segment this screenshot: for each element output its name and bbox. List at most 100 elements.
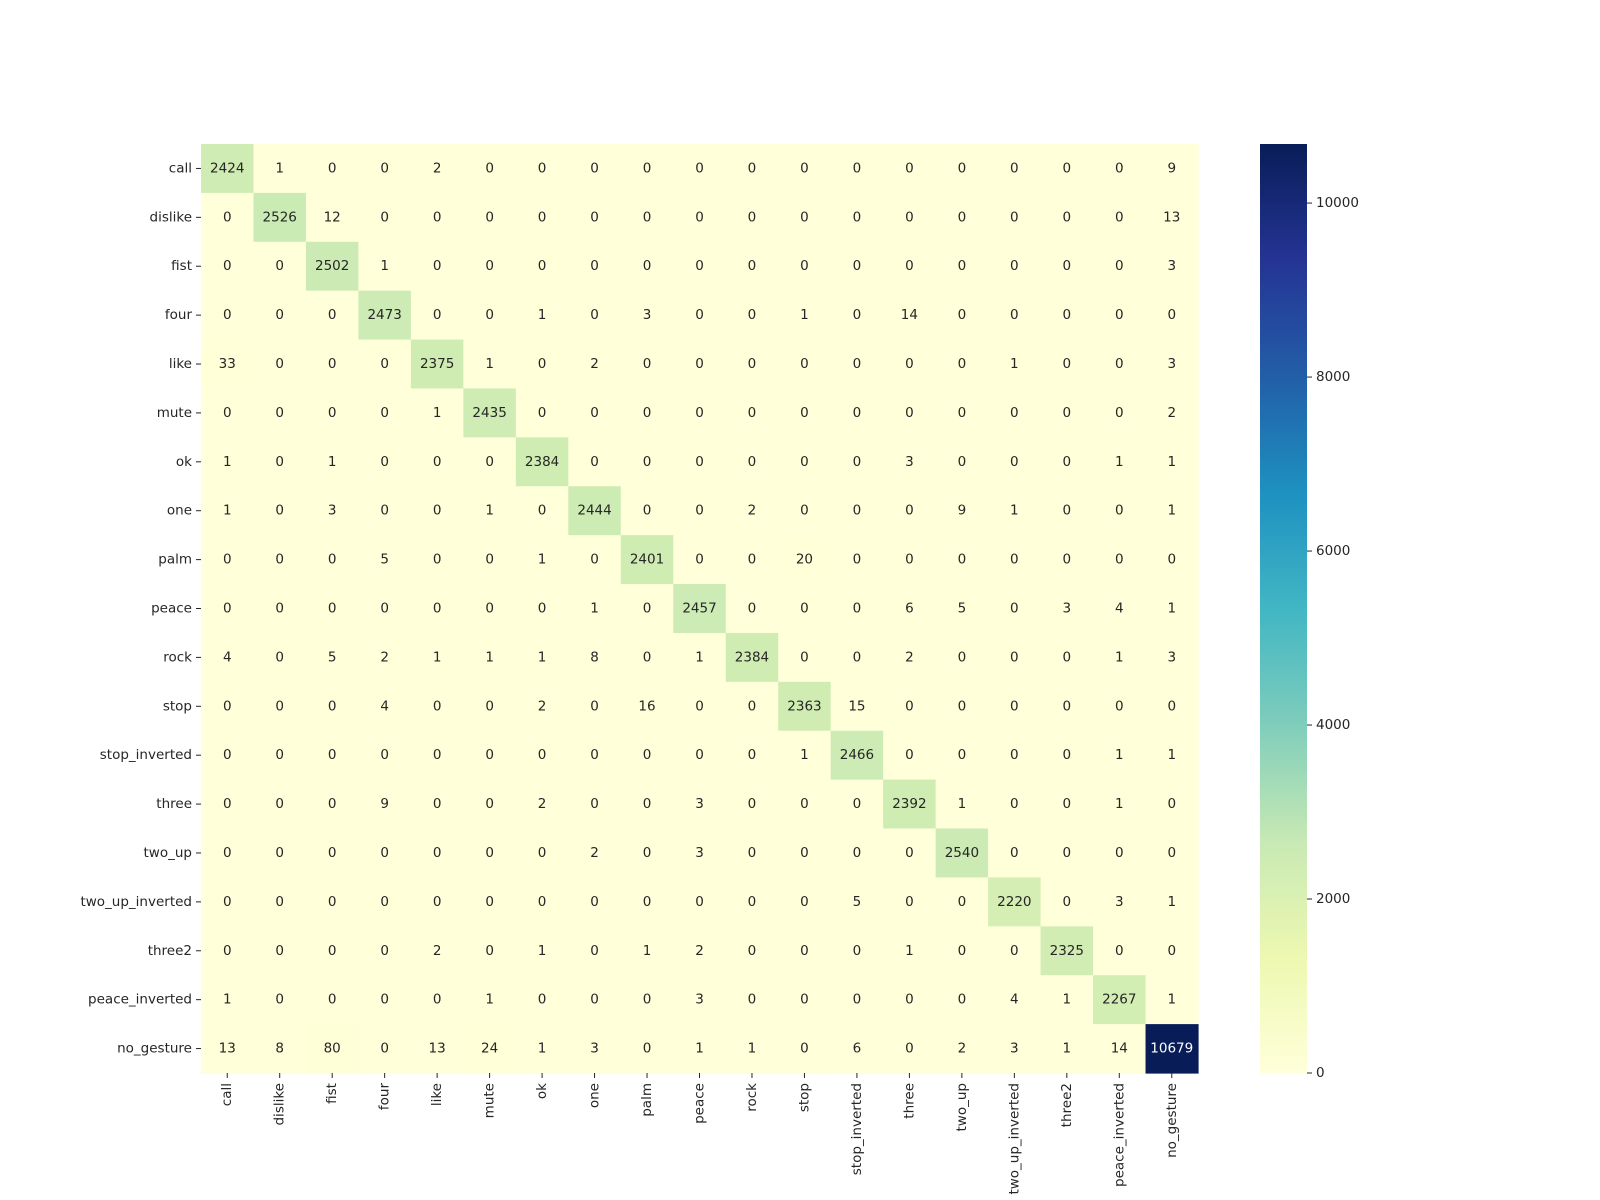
- heatmap-cell: [515, 877, 569, 927]
- cell-value-label: 13: [429, 1041, 446, 1057]
- cell-value-label: 0: [748, 796, 757, 812]
- cell-value-label: 12: [324, 209, 341, 225]
- cell-value-label: 0: [695, 698, 704, 714]
- heatmap-cell: [201, 681, 255, 732]
- heatmap-cell: [515, 290, 569, 341]
- cell-value-label: 0: [328, 405, 337, 421]
- cell-value-label: 0: [223, 258, 232, 274]
- cell-value-label: 0: [433, 894, 442, 910]
- heatmap-cell: [253, 388, 307, 438]
- heatmap-cell: [673, 632, 727, 683]
- heatmap-cell: [673, 144, 727, 194]
- heatmap-cell: [1145, 290, 1199, 341]
- cell-value-label: 2325: [1050, 943, 1084, 959]
- heatmap-cell: [988, 290, 1042, 341]
- cell-value-label: 0: [905, 894, 914, 910]
- cell-value-label: 0: [1063, 698, 1072, 714]
- heatmap-cell: [935, 241, 989, 292]
- cell-value-label: 0: [538, 405, 547, 421]
- heatmap-cell: [463, 877, 517, 927]
- heatmap-cell: [830, 241, 884, 292]
- cell-value-label: 0: [958, 160, 967, 176]
- heatmap-cell: [883, 975, 937, 1025]
- heatmap-cell: [725, 388, 779, 438]
- heatmap-cell: [201, 779, 255, 830]
- heatmap-cell: [305, 877, 360, 927]
- cell-value-label: 0: [958, 356, 967, 372]
- heatmap-cell: [568, 975, 622, 1025]
- cell-value-label: 1: [485, 649, 494, 665]
- cell-value-label: 0: [748, 698, 757, 714]
- heatmap-cell: [410, 535, 464, 585]
- cell-value-label: 2424: [210, 160, 244, 176]
- cell-value-label: 1: [1115, 747, 1124, 763]
- heatmap-cell: [1093, 779, 1147, 830]
- cell-value-label: 0: [695, 503, 704, 519]
- heatmap-cell-labels: 2424 1 0 0 2 0 0 0 0 0 0 0 0 0 0 0 0 0 90 2526 12 0 0 0 0 0 0 0 0 0 0 0…: [210, 160, 1193, 1056]
- cell-value-label: 0: [275, 698, 284, 714]
- cell-value-label: 0: [695, 209, 704, 225]
- heatmap-cell: [515, 144, 569, 194]
- heatmap-cell: [463, 1024, 517, 1074]
- cell-value-label: 0: [433, 454, 442, 470]
- cell-value-label: 0: [800, 160, 809, 176]
- heatmap-cell: [830, 584, 884, 634]
- cell-value-label: 0: [485, 160, 494, 176]
- heatmap-cell: [1145, 388, 1199, 438]
- heatmap-cell: [778, 192, 832, 243]
- x-tick-label: dislike: [272, 1083, 288, 1126]
- heatmap-cell: [253, 1024, 307, 1074]
- colorbar-tick-label: 6000: [1316, 543, 1350, 559]
- cell-value-label: 4: [1010, 992, 1019, 1008]
- cell-value-label: 0: [800, 1041, 809, 1057]
- heatmap-cell: [673, 437, 727, 487]
- cell-value-label: 0: [1063, 796, 1072, 812]
- heatmap-cell: [1040, 241, 1094, 292]
- cell-value-label: 0: [853, 943, 862, 959]
- x-tick-label: rock: [744, 1083, 760, 1112]
- cell-value-label: 20: [796, 552, 813, 568]
- heatmap-cell: [358, 486, 412, 536]
- cell-value-label: 0: [223, 601, 232, 617]
- cell-value-label: 0: [1115, 503, 1124, 519]
- cell-value-label: 0: [538, 258, 547, 274]
- heatmap-cell: [410, 339, 464, 390]
- heatmap-cell: [410, 1024, 464, 1074]
- cell-value-label: 0: [223, 747, 232, 763]
- heatmap-cell: [620, 339, 674, 390]
- heatmap-cell: [1093, 926, 1147, 976]
- heatmap-cell: [883, 828, 937, 879]
- heatmap-cell: [201, 926, 255, 976]
- heatmap-cell: [673, 388, 727, 438]
- heatmap-cell: [830, 290, 884, 341]
- cell-value-label: 3: [590, 1041, 599, 1057]
- cell-value-label: 0: [433, 552, 442, 568]
- heatmap-cell: [935, 144, 989, 194]
- cell-value-label: 0: [538, 601, 547, 617]
- heatmap-cell: [1040, 144, 1094, 194]
- y-tick-label: rock: [163, 649, 192, 665]
- cell-value-label: 2267: [1102, 992, 1136, 1008]
- heatmap-cell: [778, 144, 832, 194]
- heatmap-cell: [673, 1024, 727, 1074]
- cell-value-label: 0: [433, 796, 442, 812]
- cell-value-label: 1: [223, 503, 232, 519]
- cell-value-label: 0: [800, 992, 809, 1008]
- cell-value-label: 0: [485, 943, 494, 959]
- heatmap-cell: [883, 535, 937, 585]
- heatmap-cell: [358, 388, 412, 438]
- heatmap-cell: [515, 339, 569, 390]
- heatmap-cell: [883, 339, 937, 390]
- cell-value-label: 0: [1010, 209, 1019, 225]
- cell-value-label: 0: [223, 943, 232, 959]
- heatmap-cell: [1093, 535, 1147, 585]
- heatmap-cell: [358, 290, 412, 341]
- heatmap-cell: [830, 192, 884, 243]
- cell-value-label: 0: [380, 845, 389, 861]
- heatmap-cell: [1040, 681, 1094, 732]
- heatmap-cell: [988, 681, 1042, 732]
- x-axis: call dislike fist four like mute ok one palm peac…: [219, 1073, 1180, 1195]
- heatmap-cell: [830, 681, 884, 732]
- cell-value-label: 0: [748, 601, 757, 617]
- cell-value-label: 3: [695, 796, 704, 812]
